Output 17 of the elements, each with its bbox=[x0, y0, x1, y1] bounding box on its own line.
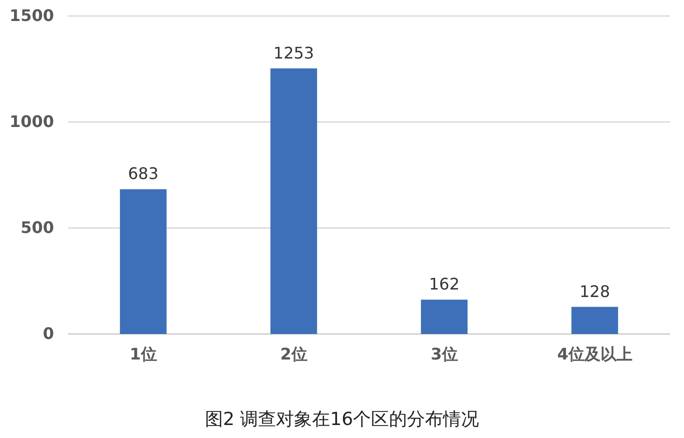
x-tick-label: 1位 bbox=[130, 344, 157, 364]
data-label: 128 bbox=[579, 282, 610, 301]
data-label: 683 bbox=[128, 164, 159, 184]
data-label: 162 bbox=[428, 274, 460, 294]
bar bbox=[420, 300, 468, 334]
y-tick-label: 1500 bbox=[9, 6, 54, 26]
x-tick-label: 2位 bbox=[280, 344, 308, 364]
bar bbox=[571, 306, 618, 334]
text: 图2 调查对象在16个区的分布情况 bbox=[204, 409, 480, 430]
bar bbox=[120, 189, 167, 334]
y-tick-label: 1000 bbox=[9, 112, 54, 132]
data-label: 1253 bbox=[273, 43, 314, 62]
bar bbox=[270, 68, 318, 334]
y-tick-label: 0 bbox=[42, 324, 54, 344]
y-tick-label: 500 bbox=[20, 218, 54, 238]
x-tick-label: 4位及以上 bbox=[557, 344, 632, 364]
x-tick-label: 3位 bbox=[430, 344, 458, 364]
